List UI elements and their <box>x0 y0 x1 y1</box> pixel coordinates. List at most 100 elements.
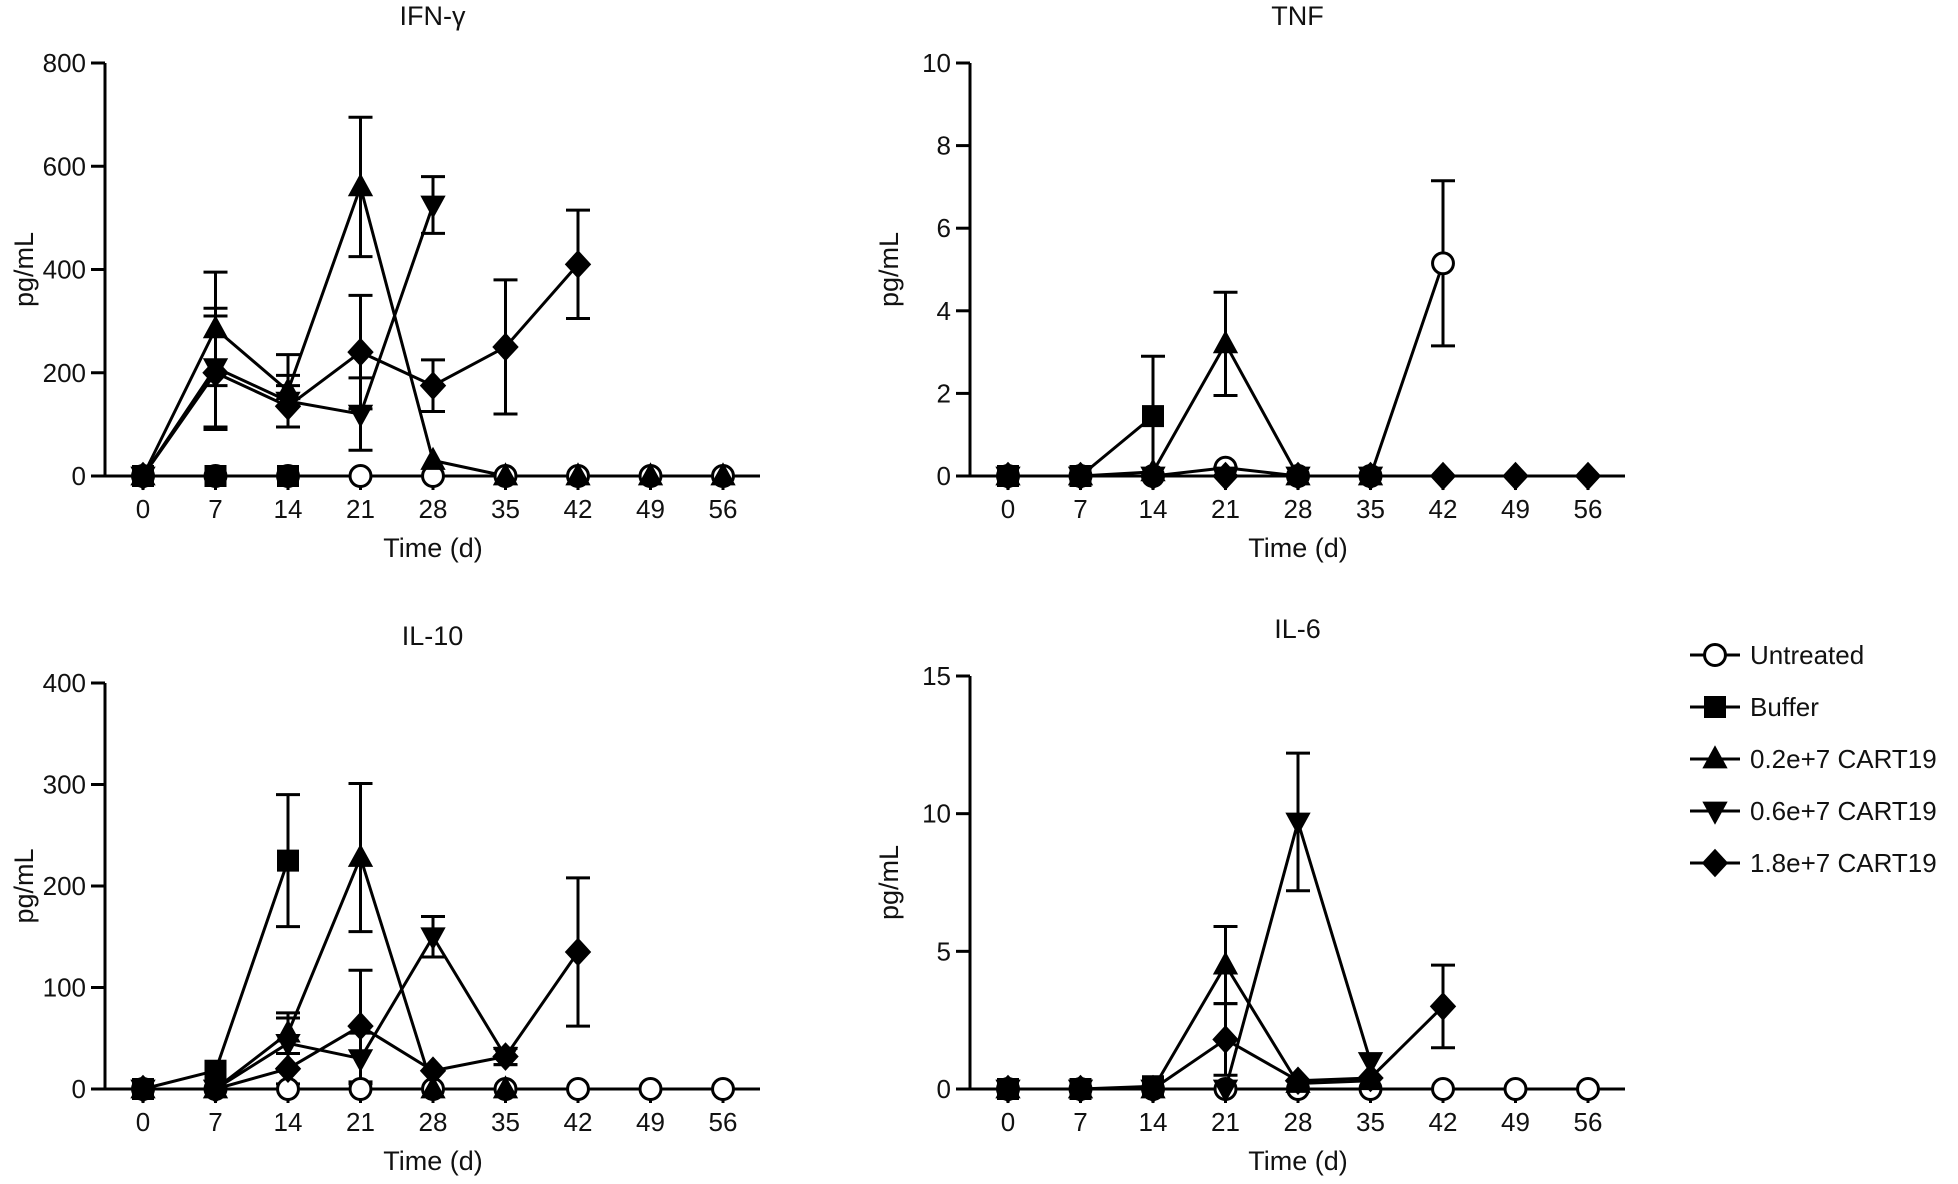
y-tick-label: 400 <box>43 255 86 285</box>
data-point <box>994 1074 1022 1104</box>
series-0-2e-7-cart19 <box>143 781 506 1091</box>
x-tick-label: 7 <box>208 494 222 524</box>
markers-0-6e-7-cart19 <box>995 466 1384 490</box>
y-tick-label: 4 <box>937 296 951 326</box>
legend-label: 0.2e+7 CART19 <box>1750 744 1937 774</box>
markers-0-6e-7-cart19 <box>995 812 1384 1103</box>
markers-buffer <box>132 849 299 1100</box>
data-point <box>1212 951 1239 975</box>
data-point <box>1285 812 1311 836</box>
y-tick-label: 800 <box>43 48 86 78</box>
y-tick-label: 300 <box>43 770 86 800</box>
y-tick-label: 100 <box>43 973 86 1003</box>
markers-1-8e-7-cart19 <box>994 992 1457 1104</box>
data-point <box>420 1075 446 1099</box>
legend-label: Buffer <box>1750 692 1819 722</box>
x-tick-label: 21 <box>1211 494 1240 524</box>
data-point <box>347 337 374 367</box>
data-point <box>1574 461 1602 491</box>
panel-tnf: TNF 0 2 4 6 8 10 0 7 14 21 28 35 42 49 56 Time (d) pg/mL <box>874 1 1625 563</box>
series-buffer <box>142 793 300 1091</box>
data-point <box>129 461 157 491</box>
data-point <box>277 849 299 872</box>
data-point <box>204 1059 227 1082</box>
panel-title: IL-6 <box>1274 614 1321 644</box>
data-point <box>347 404 374 428</box>
data-point <box>492 1042 519 1071</box>
series-0-6e-7-cart19 <box>143 914 518 1091</box>
x-tick-label: 35 <box>1356 1107 1385 1137</box>
x-tick-label: 0 <box>136 494 150 524</box>
y-tick-label: 0 <box>72 1074 86 1104</box>
x-tick-label: 21 <box>346 494 375 524</box>
legend-item-buffer: Buffer <box>1690 692 1819 722</box>
x-tick-label: 28 <box>419 1107 448 1137</box>
y-tick-label: 0 <box>72 461 86 491</box>
data-point <box>565 462 591 486</box>
data-point <box>492 462 519 486</box>
data-point <box>1357 461 1384 491</box>
data-point <box>348 464 373 488</box>
x-tick-label: 35 <box>491 1107 520 1137</box>
markers-1-8e-7-cart19 <box>129 250 592 491</box>
series-line <box>142 860 290 1091</box>
legend: Untreated Buffer 0.2e+7 CART19 0.6e+7 CART1… <box>1690 640 1937 878</box>
y-tick-label: 2 <box>937 378 951 408</box>
x-tick-label: 21 <box>346 1107 375 1137</box>
x-tick-label: 42 <box>564 494 593 524</box>
x-tick-label: 56 <box>709 494 738 524</box>
x-axis-label: Time (d) <box>1248 1146 1348 1176</box>
data-point <box>274 1054 302 1083</box>
x-tick-label: 28 <box>1284 1107 1313 1137</box>
x-axis-label: Time (d) <box>383 533 483 563</box>
data-point <box>347 1011 374 1041</box>
data-point <box>564 937 592 967</box>
x-tick-label: 14 <box>274 1107 303 1137</box>
y-tick-label: 6 <box>937 213 951 243</box>
data-point <box>420 927 446 951</box>
y-axis-label: pg/mL <box>9 848 39 923</box>
y-axis-label: pg/mL <box>9 232 39 307</box>
panel-title: IL-10 <box>402 621 464 651</box>
data-point <box>1284 461 1312 491</box>
x-tick-label: 0 <box>1001 1107 1015 1137</box>
data-point <box>274 392 302 421</box>
data-point <box>1429 992 1457 1021</box>
panel-il-6: IL-6 0 5 10 15 0 7 14 21 28 35 42 49 56 Time (d) pg/mL <box>874 614 1625 1176</box>
legend-item-untreated: Untreated <box>1690 640 1864 670</box>
legend-item-0-6e-7-cart19: 0.6e+7 CART19 <box>1690 796 1937 826</box>
series-0-6e-7-cart19 <box>141 175 445 477</box>
data-point <box>420 446 446 470</box>
y-tick-label: 400 <box>43 668 86 698</box>
data-point <box>1212 461 1239 491</box>
x-tick-label: 49 <box>1501 494 1530 524</box>
x-tick-label: 7 <box>1073 494 1087 524</box>
legend-marker <box>1701 848 1729 878</box>
data-point <box>1576 1077 1600 1101</box>
x-tick-label: 56 <box>1574 1107 1603 1137</box>
data-point <box>1067 1074 1094 1104</box>
legend-marker <box>1702 745 1728 769</box>
data-point <box>1142 405 1164 428</box>
data-point <box>1284 1066 1312 1096</box>
data-point <box>129 1074 157 1104</box>
x-tick-label: 14 <box>1139 1107 1168 1137</box>
data-point <box>202 1074 229 1104</box>
y-tick-label: 0 <box>937 1074 951 1104</box>
data-point <box>419 371 447 400</box>
data-point <box>1431 251 1455 276</box>
legend-marker <box>1702 801 1728 825</box>
data-point <box>1429 461 1457 491</box>
data-point <box>419 1056 447 1086</box>
data-point <box>492 1075 519 1099</box>
x-tick-label: 14 <box>274 494 303 524</box>
x-tick-label: 7 <box>208 1107 222 1137</box>
x-axis-label: Time (d) <box>383 1146 483 1176</box>
data-point <box>1212 1025 1239 1054</box>
panel-il-10: IL-10 0 100 200 300 400 0 7 14 21 28 35 42 49 56 Time (… <box>9 621 760 1176</box>
data-point <box>1067 461 1094 491</box>
x-tick-label: 7 <box>1073 1107 1087 1137</box>
panel-ifn: IFN-γ 0 200 400 600 800 0 7 14 21 28 35 42 49 56 Time (… <box>9 1 760 563</box>
